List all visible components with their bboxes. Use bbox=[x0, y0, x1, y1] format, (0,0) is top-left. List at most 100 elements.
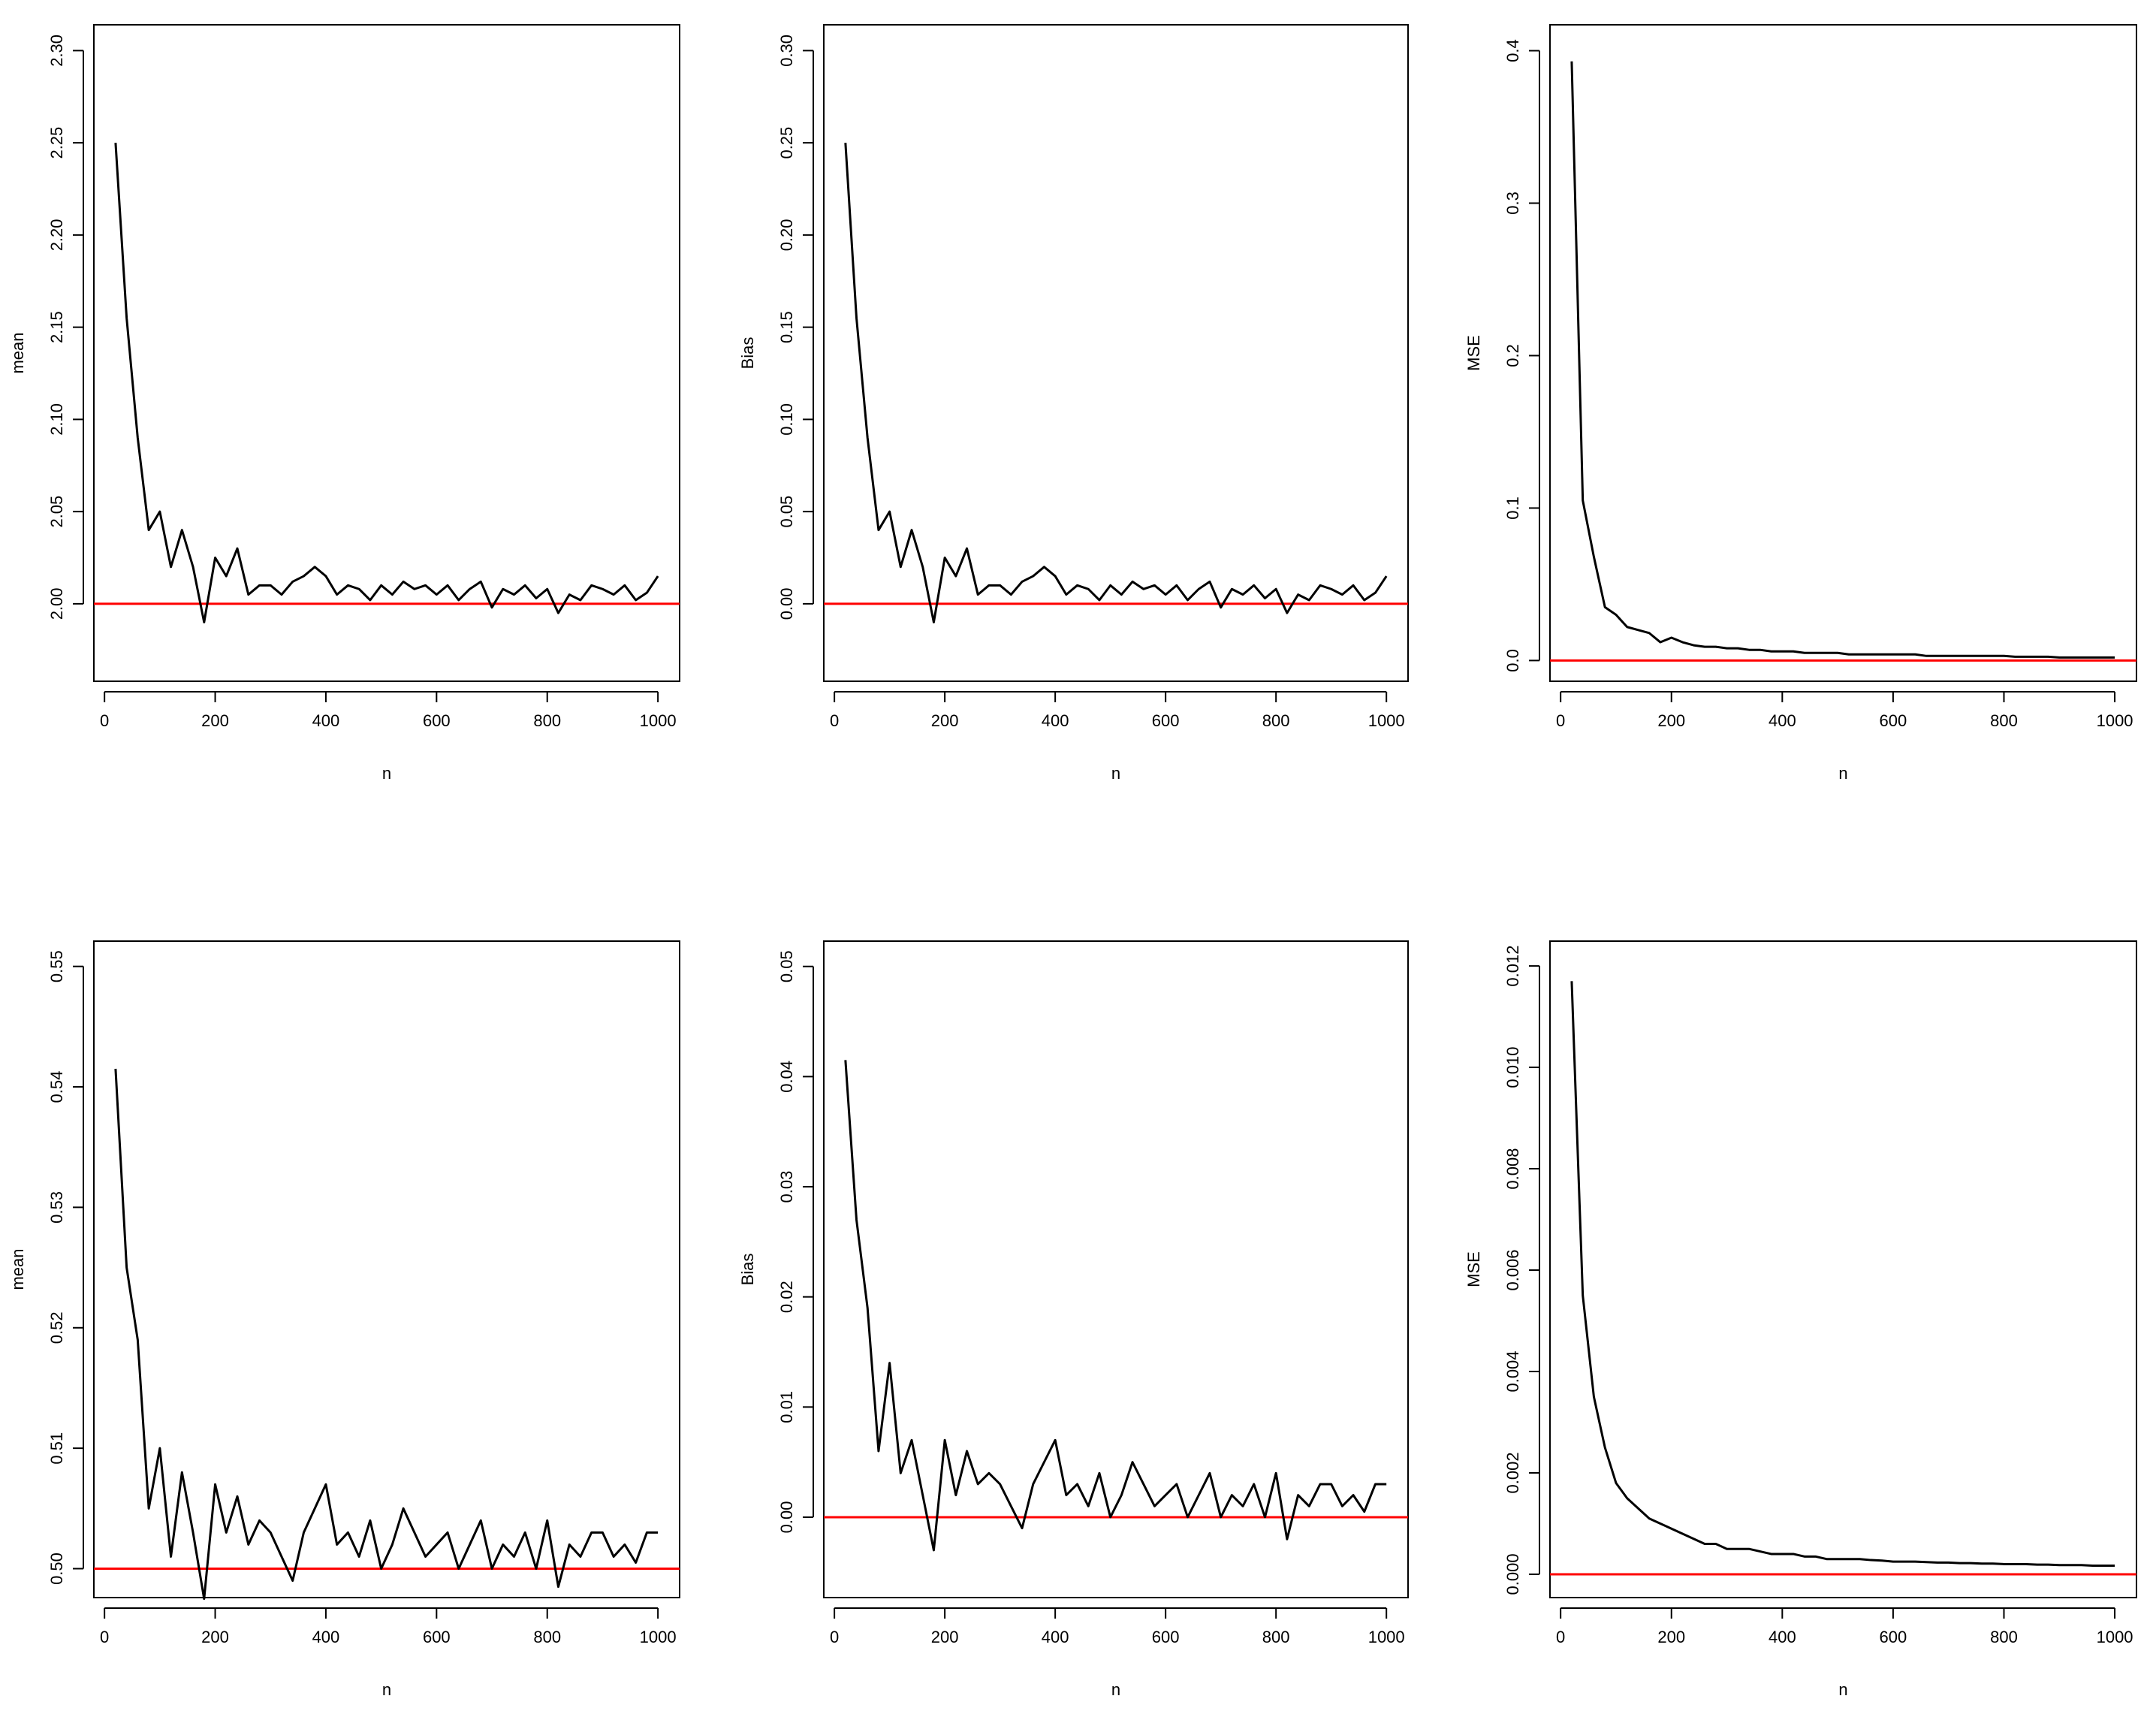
x-tick-label: 800 bbox=[1990, 711, 2018, 730]
x-axis-label: n bbox=[1838, 764, 1847, 783]
plot-frame bbox=[823, 24, 1409, 682]
x-tick-label: 200 bbox=[1657, 711, 1685, 730]
x-tick-label: 600 bbox=[1152, 1628, 1180, 1646]
plot-frame bbox=[1549, 24, 2137, 682]
x-tick-label: 400 bbox=[1042, 1628, 1069, 1646]
plot-frame bbox=[93, 24, 680, 682]
y-axis-label: Bias bbox=[738, 1254, 757, 1286]
x-tick-label: 600 bbox=[1880, 1628, 1907, 1646]
x-tick-label: 200 bbox=[201, 1628, 229, 1646]
y-tick-label: 0.55 bbox=[47, 950, 66, 982]
x-tick-label: 400 bbox=[1769, 1628, 1796, 1646]
y-tick-label: 0.05 bbox=[777, 950, 796, 982]
x-axis-label: n bbox=[1111, 1680, 1120, 1699]
y-tick-label: 0.000 bbox=[1503, 1553, 1522, 1595]
y-tick-label: 0.03 bbox=[777, 1171, 796, 1203]
x-tick-label: 1000 bbox=[2097, 1628, 2133, 1646]
y-tick-label: 2.15 bbox=[47, 311, 66, 343]
x-tick-label: 200 bbox=[931, 1628, 959, 1646]
y-tick-label: 0.20 bbox=[777, 219, 796, 251]
x-axis-label: n bbox=[1111, 764, 1120, 783]
y-tick-label: 0.4 bbox=[1503, 39, 1522, 62]
x-axis-label: n bbox=[382, 764, 391, 783]
y-tick-label: 2.10 bbox=[47, 403, 66, 436]
y-axis-label: mean bbox=[8, 332, 27, 373]
x-tick-label: 600 bbox=[1880, 711, 1907, 730]
y-tick-label: 0.0 bbox=[1503, 649, 1522, 672]
x-tick-label: 400 bbox=[312, 711, 340, 730]
x-tick-label: 400 bbox=[1769, 711, 1796, 730]
y-tick-label: 0.54 bbox=[47, 1071, 66, 1103]
data-line bbox=[114, 143, 659, 623]
y-tick-label: 0.3 bbox=[1503, 192, 1522, 215]
x-tick-label: 0 bbox=[830, 1628, 839, 1646]
y-axis-label: MSE bbox=[1464, 335, 1483, 371]
y-tick-label: 0.004 bbox=[1503, 1350, 1522, 1392]
y-tick-label: 0.006 bbox=[1503, 1249, 1522, 1290]
x-tick-label: 0 bbox=[1556, 711, 1565, 730]
x-tick-label: 1000 bbox=[1368, 1628, 1405, 1646]
x-tick-label: 800 bbox=[533, 711, 561, 730]
x-axis-label: n bbox=[1838, 1680, 1847, 1699]
y-tick-label: 2.00 bbox=[47, 587, 66, 620]
plot-frame bbox=[823, 940, 1409, 1598]
x-tick-label: 600 bbox=[423, 1628, 451, 1646]
data-line bbox=[1570, 61, 2115, 659]
x-tick-label: 0 bbox=[1556, 1628, 1565, 1646]
y-tick-label: 0.51 bbox=[47, 1432, 66, 1465]
y-tick-label: 0.00 bbox=[777, 1501, 796, 1534]
x-tick-label: 1000 bbox=[640, 711, 677, 730]
y-tick-label: 0.52 bbox=[47, 1311, 66, 1344]
data-line bbox=[844, 143, 1388, 623]
y-tick-label: 0.10 bbox=[777, 403, 796, 436]
plot-frame bbox=[1549, 940, 2137, 1598]
y-tick-label: 0.50 bbox=[47, 1553, 66, 1585]
x-tick-label: 800 bbox=[1990, 1628, 2018, 1646]
x-tick-label: 800 bbox=[1262, 711, 1290, 730]
y-tick-label: 0.53 bbox=[47, 1191, 66, 1224]
x-tick-label: 200 bbox=[201, 711, 229, 730]
y-tick-label: 0.010 bbox=[1503, 1047, 1522, 1088]
y-tick-label: 0.00 bbox=[777, 587, 796, 620]
y-tick-label: 0.012 bbox=[1503, 946, 1522, 987]
x-tick-label: 800 bbox=[533, 1628, 561, 1646]
y-tick-label: 0.02 bbox=[777, 1281, 796, 1313]
y-tick-label: 0.2 bbox=[1503, 344, 1522, 367]
y-tick-label: 0.01 bbox=[777, 1391, 796, 1423]
y-tick-label: 0.25 bbox=[777, 127, 796, 159]
x-tick-label: 200 bbox=[1657, 1628, 1685, 1646]
data-line bbox=[1570, 981, 2115, 1567]
y-tick-label: 2.05 bbox=[47, 496, 66, 528]
y-axis-label: mean bbox=[8, 1248, 27, 1290]
y-axis-label: MSE bbox=[1464, 1251, 1483, 1287]
x-tick-label: 1000 bbox=[640, 1628, 677, 1646]
x-tick-label: 800 bbox=[1262, 1628, 1290, 1646]
y-axis-label: Bias bbox=[738, 337, 757, 370]
y-tick-label: 2.25 bbox=[47, 127, 66, 159]
x-tick-label: 400 bbox=[1042, 711, 1069, 730]
y-tick-label: 0.002 bbox=[1503, 1452, 1522, 1493]
y-tick-label: 0.008 bbox=[1503, 1148, 1522, 1190]
x-tick-label: 0 bbox=[100, 711, 109, 730]
x-tick-label: 0 bbox=[830, 711, 839, 730]
x-tick-label: 0 bbox=[100, 1628, 109, 1646]
data-line bbox=[114, 1068, 659, 1601]
y-tick-label: 2.20 bbox=[47, 219, 66, 251]
y-tick-label: 0.30 bbox=[777, 35, 796, 67]
x-tick-label: 1000 bbox=[2097, 711, 2133, 730]
x-axis-label: n bbox=[382, 1680, 391, 1699]
y-tick-label: 2.30 bbox=[47, 35, 66, 67]
data-line bbox=[844, 1060, 1387, 1552]
x-tick-label: 200 bbox=[931, 711, 959, 730]
x-tick-label: 600 bbox=[423, 711, 451, 730]
x-tick-label: 400 bbox=[312, 1628, 340, 1646]
y-tick-label: 0.04 bbox=[777, 1061, 796, 1093]
x-tick-label: 1000 bbox=[1368, 711, 1405, 730]
y-tick-label: 0.15 bbox=[777, 311, 796, 343]
y-tick-label: 0.1 bbox=[1503, 496, 1522, 520]
x-tick-label: 600 bbox=[1152, 711, 1180, 730]
y-tick-label: 0.05 bbox=[777, 496, 796, 528]
plot-frame bbox=[93, 940, 680, 1598]
